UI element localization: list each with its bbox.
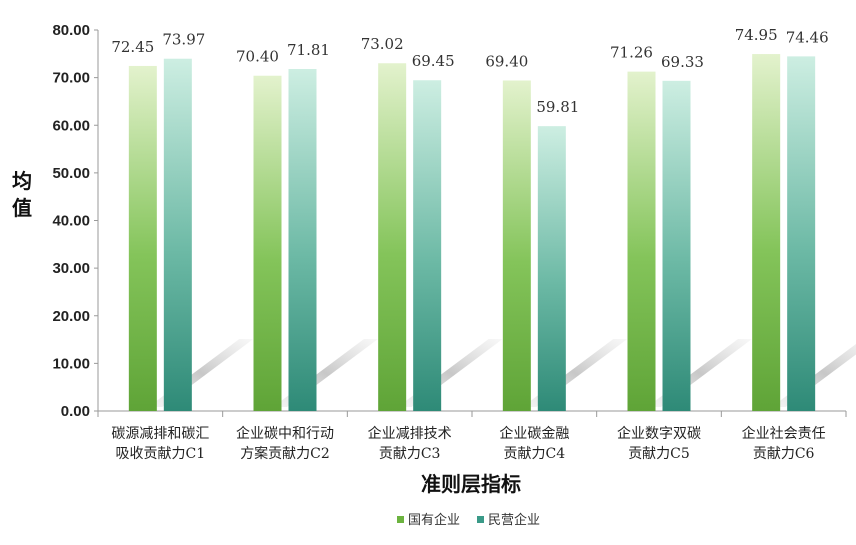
bar-private-3 <box>413 80 442 411</box>
bar-state-owned-1 <box>128 65 157 411</box>
legend-swatch <box>477 516 484 523</box>
y-tick-label: 70.00 <box>52 70 90 87</box>
x-tick-label: 碳源减排和碳汇吸收贡献力C1 <box>111 426 209 462</box>
bar-private-2 <box>288 69 317 411</box>
x-tick-label: 企业减排技术贡献力C3 <box>368 425 452 462</box>
x-tick-label: 企业社会责任贡献力C6 <box>742 425 826 462</box>
x-axis-title: 准则层指标 <box>421 472 521 496</box>
data-label: 73.02 <box>361 35 404 53</box>
bar-private-1 <box>163 58 192 412</box>
bar-state-owned-3 <box>378 63 407 411</box>
data-label: 72.45 <box>111 38 154 56</box>
x-tick-label: 企业数字双碳贡献力C5 <box>617 425 701 462</box>
y-tick-label: 0.00 <box>61 403 90 420</box>
bar-state-owned-2 <box>253 75 282 411</box>
y-tick-label: 80.00 <box>52 22 90 39</box>
y-tick-label: 40.00 <box>52 213 90 230</box>
legend-label: 民营企业 <box>488 512 540 528</box>
y-tick-label: 10.00 <box>52 355 90 372</box>
data-label: 71.81 <box>287 41 330 59</box>
x-tick-label: 企业碳金融贡献力C4 <box>499 425 569 462</box>
data-label: 59.81 <box>536 98 579 116</box>
x-tick-label: 企业碳中和行动方案贡献力C2 <box>236 425 334 462</box>
y-tick-label: 30.00 <box>52 260 90 277</box>
y-tick-label: 60.00 <box>52 117 90 134</box>
bar-private-5 <box>662 80 691 412</box>
bars <box>128 54 816 412</box>
legend: 国有企业 民营企业 <box>397 512 540 528</box>
data-label: 69.40 <box>485 52 528 70</box>
data-label: 73.97 <box>162 31 205 49</box>
bar-private-4 <box>537 126 566 411</box>
data-labels: 72.45 73.97 70.40 71.81 73.02 69.45 69.40 59.81… <box>111 26 828 116</box>
legend-swatch <box>397 516 404 523</box>
bar-state-owned-5 <box>627 71 656 411</box>
data-label: 71.26 <box>610 44 653 62</box>
data-label: 74.95 <box>735 26 778 44</box>
data-label: 69.33 <box>661 53 704 71</box>
y-tick-label: 50.00 <box>52 165 90 182</box>
bar-state-owned-4 <box>502 80 531 412</box>
bar-private-6 <box>787 56 816 412</box>
legend-label: 国有企业 <box>408 512 460 528</box>
y-axis-title-char-1: 均值 <box>12 169 32 220</box>
data-label: 69.45 <box>412 52 455 70</box>
axes: 0.00 10.00 20.00 30.00 40.00 50.00 60.00 70.00 8… <box>52 22 847 462</box>
data-label: 74.46 <box>786 28 829 46</box>
bar-state-owned-6 <box>752 54 781 411</box>
y-tick-label: 20.00 <box>52 308 90 325</box>
data-label: 70.40 <box>236 48 279 66</box>
